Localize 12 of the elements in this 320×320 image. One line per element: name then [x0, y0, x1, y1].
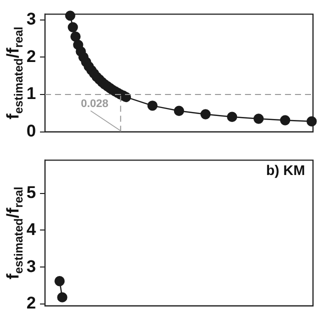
y-tick-label: 3 — [26, 9, 36, 28]
y-tick-label: 4 — [26, 220, 37, 239]
annotation: b) KM — [266, 162, 305, 178]
y-axis-title: festimated/freal — [4, 26, 26, 120]
y-tick-label: 5 — [26, 183, 36, 202]
y-axis-title: festimated/freal — [4, 186, 26, 280]
y-tick-label: 3 — [26, 256, 36, 276]
y-tick-label: 0 — [26, 121, 36, 140]
y-tick-label: 2 — [26, 46, 36, 66]
y-tick-label: 1 — [26, 84, 36, 104]
y-tick-label: 2 — [26, 294, 36, 313]
text: 0.028 — [80, 98, 108, 110]
